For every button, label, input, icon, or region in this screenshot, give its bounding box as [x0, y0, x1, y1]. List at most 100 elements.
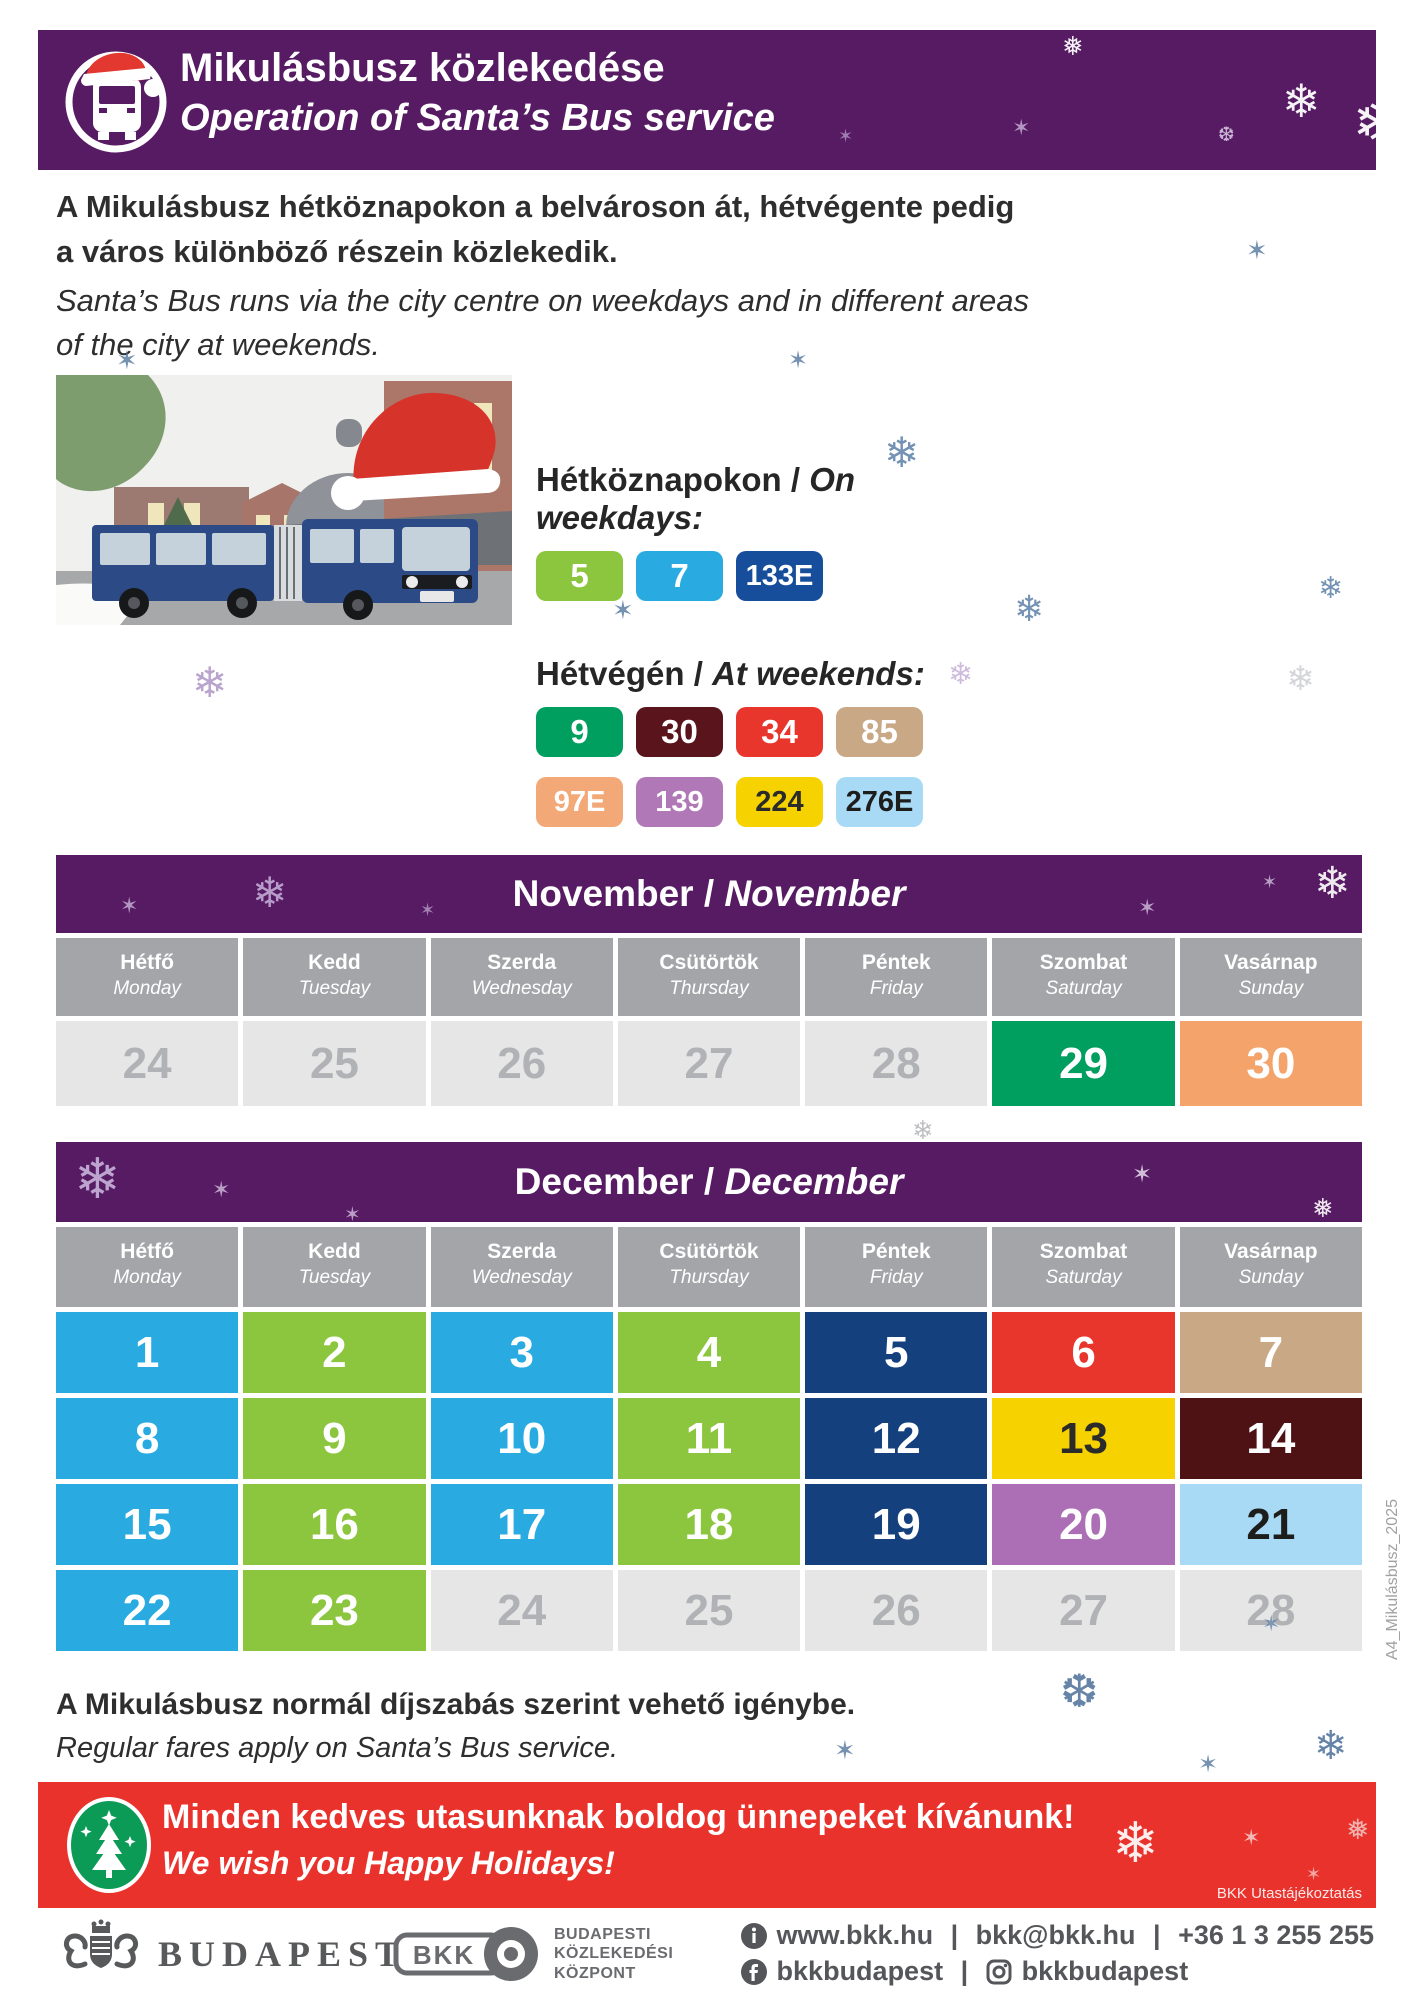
- facebook-icon: [740, 1958, 767, 1985]
- date-cell-december-22: 22: [56, 1570, 239, 1651]
- weekday-route-badge-133E: 133E: [736, 551, 823, 601]
- footer: BUDAPEST BKK BUDAPESTI KÖZLEKEDÉSI KÖZPO…: [0, 1908, 1414, 2000]
- snowflake-icon: ❄: [192, 658, 228, 707]
- weekend-route-badge-276E: 276E: [836, 777, 923, 827]
- budapest-wordmark: BUDAPEST: [158, 1934, 407, 1974]
- bkk-org-line2: KÖZLEKEDÉSI: [554, 1945, 674, 1963]
- day-name-en: Saturday: [1045, 1267, 1122, 1288]
- date-cell-december-10: 10: [430, 1398, 613, 1479]
- day-header-row: Hétfő Monday Kedd Tuesday Szerda Wednesday Csü…: [56, 938, 1362, 1016]
- fares-note: A Mikulásbusz normál díjszabás szerint v…: [56, 1688, 855, 1765]
- contact-line-1: www.bkk.hu | bkk@bkk.hu | +36 1 3 255 25…: [740, 1920, 1374, 1951]
- day-header-sunday: Vasárnap Sunday: [1179, 938, 1362, 1016]
- day-name-en: Sunday: [1238, 1267, 1304, 1288]
- calendar-week-4: 22 23 24 25 26 27 28: [56, 1570, 1362, 1651]
- weekend-route-badge-30: 30: [636, 707, 723, 757]
- fares-note-en: Regular fares apply on Santa’s Bus servi…: [56, 1732, 619, 1764]
- date-cell-november-28: 28: [805, 1021, 988, 1106]
- day-header-monday: Hétfő Monday: [56, 938, 239, 1016]
- date-cell-december-26: 26: [805, 1570, 988, 1651]
- day-name-en: Sunday: [1238, 978, 1304, 999]
- day-header-sunday: Vasárnap Sunday: [1179, 1227, 1362, 1307]
- document-code: A4_Mikulásbusz_2025: [1384, 1499, 1401, 1660]
- day-name-hu: Vasárnap: [1224, 1240, 1318, 1263]
- date-cell-december-24: 24: [430, 1570, 613, 1651]
- day-header-thursday: Csütörtök Thursday: [617, 938, 801, 1016]
- date-cell-november-26: 26: [430, 1021, 613, 1106]
- weekday-heading: Hétköznapokon / On weekdays:: [536, 461, 946, 537]
- date-cell-december-19: 19: [805, 1484, 988, 1565]
- budapest-logo: BUDAPEST: [58, 1918, 406, 1990]
- banner-hu: Minden kedves utasunknak boldog ünnepeke…: [162, 1798, 1075, 1836]
- date-cell-december-9: 9: [243, 1398, 426, 1479]
- contact-line-2: bkkbudapest | bkkbudapest: [740, 1956, 1374, 1987]
- intro-en-line2: of the city at weekends.: [56, 327, 380, 363]
- intro-text: A Mikulásbusz hétköznapokon a belvároson…: [56, 186, 1029, 367]
- intro-hu-line2: a város különböző részein közlekedik.: [56, 233, 618, 269]
- weekend-route-badge-97E: 97E: [536, 777, 623, 827]
- day-header-tuesday: Kedd Tuesday: [243, 1227, 426, 1307]
- day-header-friday: Péntek Friday: [805, 938, 988, 1016]
- banner-text: Minden kedves utasunknak boldog ünnepeke…: [162, 1798, 1075, 1882]
- date-cell-december-12: 12: [805, 1398, 988, 1479]
- calendar-week-3: 15 16 17 18 19 20 21: [56, 1484, 1362, 1565]
- bkk-org-line1: BUDAPESTI: [554, 1926, 651, 1944]
- day-name-hu: Szombat: [1039, 1240, 1128, 1263]
- contact-instagram: bkkbudapest: [1021, 1956, 1189, 1986]
- date-cell-december-7: 7: [1179, 1312, 1362, 1393]
- day-name-hu: Kedd: [308, 1240, 361, 1263]
- date-cell-december-1: 1: [56, 1312, 239, 1393]
- date-cell-december-6: 6: [992, 1312, 1175, 1393]
- day-name-hu: Szombat: [1039, 951, 1128, 974]
- date-cell-december-4: 4: [617, 1312, 801, 1393]
- date-cell-december-21: 21: [1179, 1484, 1362, 1565]
- header-titles: Mikulásbusz közlekedése Operation of San…: [180, 46, 775, 140]
- calendar-week-2: 8 9 10 11 12 13 14: [56, 1398, 1362, 1479]
- date-cell-december-3: 3: [430, 1312, 613, 1393]
- contact-phone: +36 1 3 255 255: [1178, 1920, 1374, 1950]
- day-name-en: Thursday: [669, 1267, 749, 1288]
- date-cell-december-17: 17: [430, 1484, 613, 1565]
- day-name-hu: Szerda: [487, 1240, 557, 1263]
- day-name-en: Wednesday: [471, 1267, 572, 1288]
- day-header-monday: Hétfő Monday: [56, 1227, 239, 1307]
- routes-panel: Hétköznapokon / On weekdays: 5 7 133E Hétv…: [536, 461, 946, 881]
- calendar-title-en: November: [724, 873, 906, 914]
- heading-separator: /: [781, 461, 810, 498]
- contact-separator: |: [953, 1956, 976, 1986]
- calendar-title-november: November / November: [56, 855, 1362, 933]
- day-name-en: Tuesday: [298, 978, 371, 999]
- date-cell-december-25: 25: [617, 1570, 801, 1651]
- bkk-org-name: BUDAPESTI KÖZLEKEDÉSI KÖZPONT: [554, 1925, 673, 1983]
- calendar-december: December / December Hétfő Monday Kedd Tuesda…: [56, 1142, 1362, 1651]
- day-header-saturday: Szombat Saturday: [992, 938, 1175, 1016]
- heading-separator: /: [684, 655, 713, 692]
- bkk-abbr: BKK: [413, 1940, 475, 1970]
- intro-hu-line1: A Mikulásbusz hétköznapokon a belvároson…: [56, 189, 1015, 224]
- day-name-en: Thursday: [669, 978, 749, 999]
- christmas-tree-icon: [67, 1797, 151, 1893]
- day-name-hu: Kedd: [308, 951, 361, 974]
- day-header-wednesday: Szerda Wednesday: [430, 1227, 613, 1307]
- snowflake-icon: ❄: [1314, 1723, 1348, 1769]
- day-name-hu: Hétfő: [120, 1240, 174, 1263]
- bkk-key-icon: BKK: [393, 1927, 538, 1981]
- sparkle-icon: ✶: [1246, 236, 1268, 266]
- instagram-icon: [986, 1959, 1012, 1984]
- weekend-heading-hu: Hétvégén: [536, 655, 685, 692]
- page-title-en: Operation of Santa’s Bus service: [180, 97, 775, 139]
- day-header-thursday: Csütörtök Thursday: [617, 1227, 801, 1307]
- date-cell-november-27: 27: [617, 1021, 801, 1106]
- day-name-hu: Vasárnap: [1224, 951, 1318, 974]
- banner-credit: BKK Utastájékoztatás: [1216, 1885, 1362, 1902]
- bkk-logo: BKK BUDAPESTI KÖZLEKEDÉSI KÖZPONT: [392, 1924, 673, 1984]
- weekend-route-badge-34: 34: [736, 707, 823, 757]
- contact-separator: |: [943, 1920, 966, 1950]
- day-header-saturday: Szombat Saturday: [992, 1227, 1175, 1307]
- date-cell-december-14: 14: [1179, 1398, 1362, 1479]
- day-name-en: Saturday: [1045, 978, 1122, 999]
- day-name-hu: Csütörtök: [659, 951, 759, 974]
- date-cell-december-23: 23: [243, 1570, 426, 1651]
